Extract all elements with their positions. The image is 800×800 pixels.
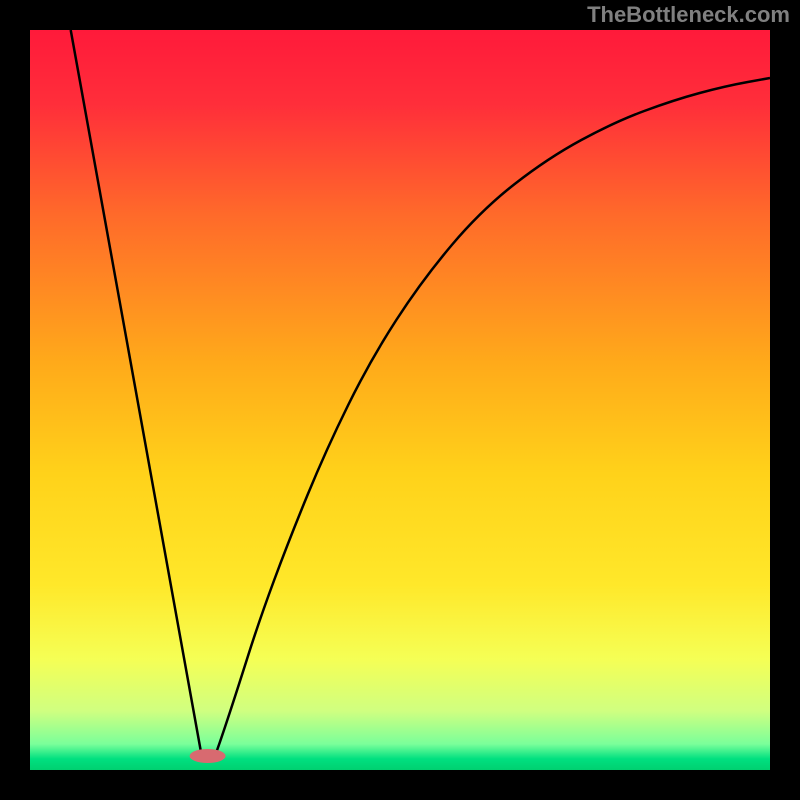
bottleneck-chart <box>0 0 800 800</box>
plot-area <box>30 30 770 770</box>
optimal-marker <box>190 749 226 763</box>
chart-frame: TheBottleneck.com <box>0 0 800 800</box>
watermark: TheBottleneck.com <box>587 2 790 28</box>
